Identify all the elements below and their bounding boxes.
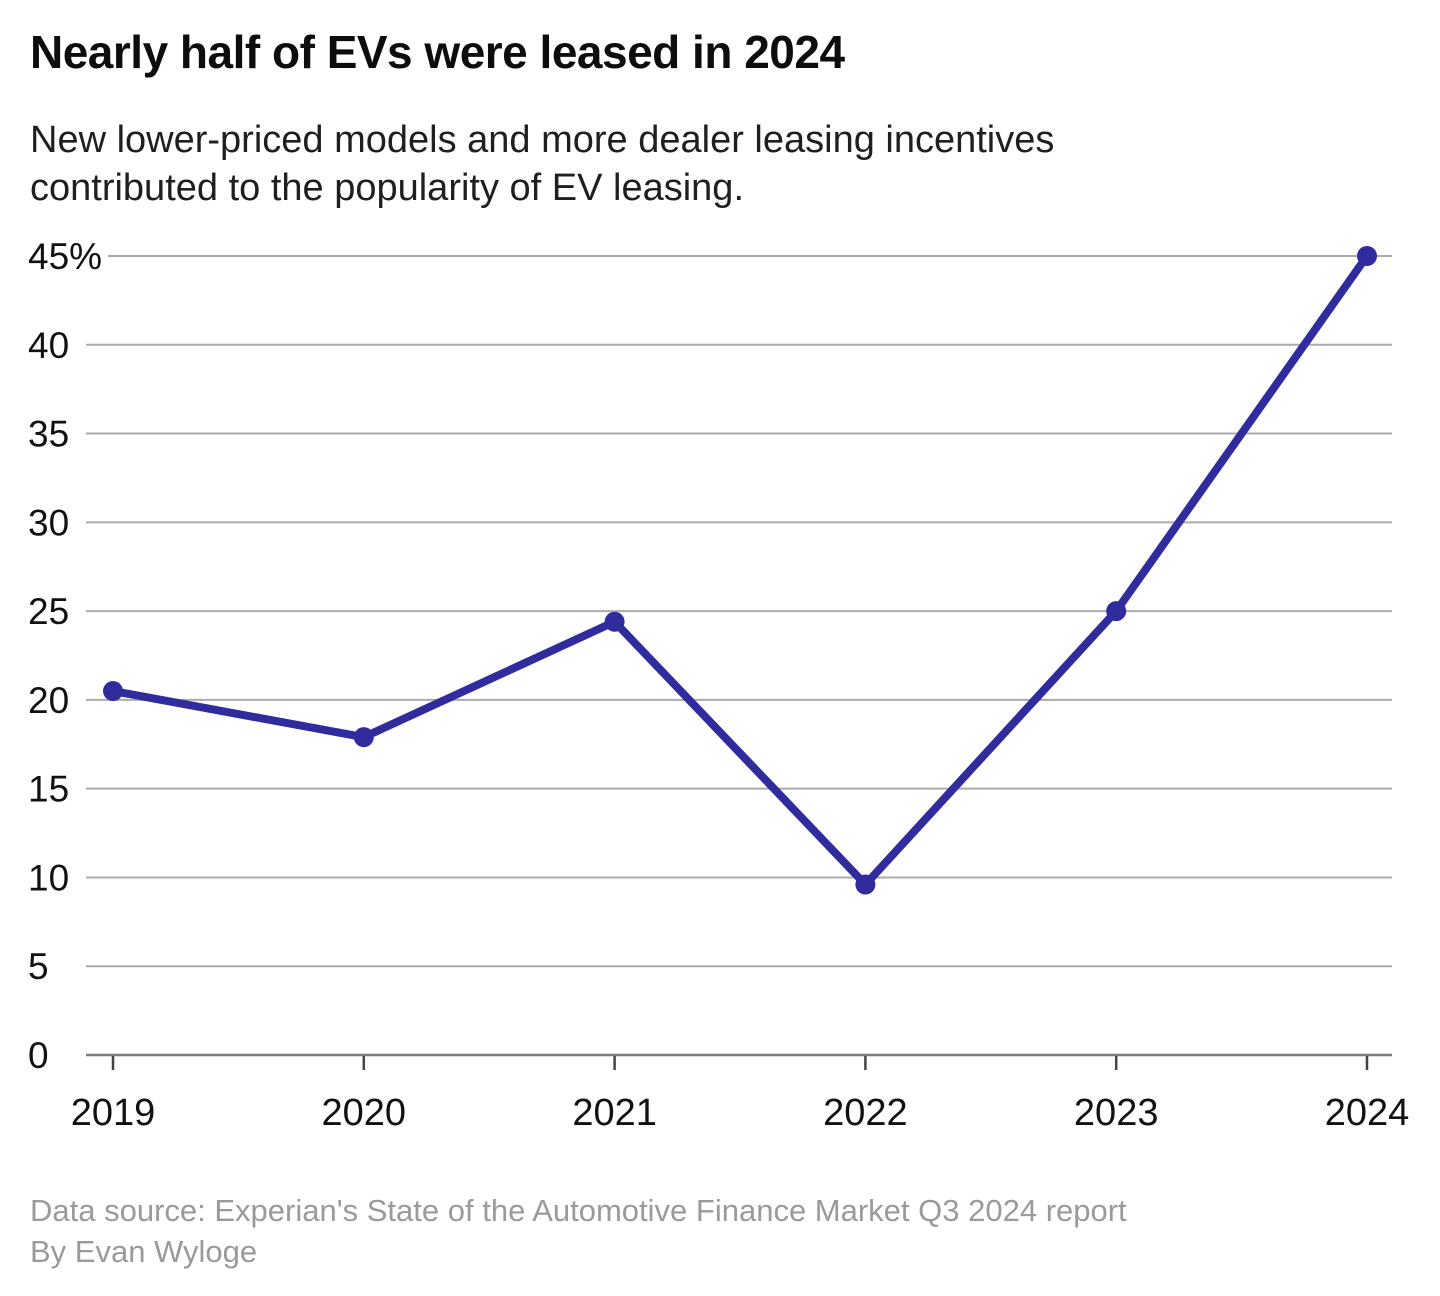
chart-subtitle: New lower-priced models and more dealer … xyxy=(30,116,1370,212)
x-axis-tick-label: 2022 xyxy=(823,1092,908,1134)
chart-subtitle-line1: New lower-priced models and more dealer … xyxy=(30,119,1055,161)
data-point xyxy=(1357,246,1377,266)
x-axis-tick-label: 2024 xyxy=(1325,1092,1410,1134)
y-axis-tick-label: 5 xyxy=(28,946,49,987)
data-point xyxy=(1106,601,1127,622)
data-point xyxy=(604,611,625,632)
y-axis-tick-label: 25 xyxy=(28,591,69,632)
y-axis-tick-label: 45% xyxy=(28,236,102,277)
data-line xyxy=(109,252,1371,889)
y-axis-tick-label: 10 xyxy=(28,857,69,898)
chart-subtitle-line2: contributed to the popularity of EV leas… xyxy=(30,167,745,209)
x-axis-tick-label: 2023 xyxy=(1074,1092,1159,1134)
data-point xyxy=(353,727,374,748)
data-point xyxy=(103,681,123,702)
data-source-note: Data source: Experian's State of the Aut… xyxy=(30,1193,1127,1228)
x-axis-tick-label: 2019 xyxy=(71,1092,156,1134)
y-axis-tick-label: 20 xyxy=(28,680,69,721)
chart-footer: Data source: Experian's State of the Aut… xyxy=(30,1190,1127,1272)
byline: By Evan Wyloge xyxy=(30,1234,258,1269)
y-axis-tick-label: 0 xyxy=(28,1035,49,1076)
y-axis-tick-label: 35 xyxy=(28,414,69,455)
data-point xyxy=(855,874,876,895)
y-axis-tick-label: 30 xyxy=(28,502,69,543)
y-axis-tick-label: 15 xyxy=(28,769,69,810)
y-axis-tick-label: 40 xyxy=(28,325,69,366)
chart-title: Nearly half of EVs were leased in 2024 xyxy=(30,26,845,78)
x-axis-tick-label: 2020 xyxy=(322,1092,407,1134)
x-axis-tick-label: 2021 xyxy=(572,1092,657,1134)
